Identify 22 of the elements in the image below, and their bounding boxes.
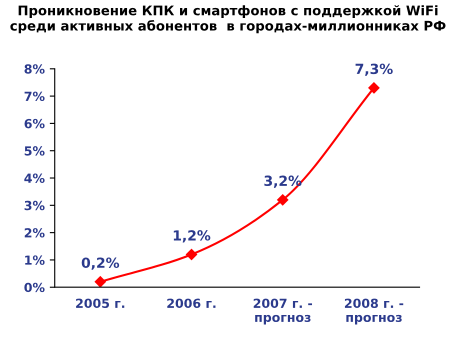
y-tick-label: 3% <box>24 200 45 210</box>
point <box>94 276 106 288</box>
x-tick-label: 2007 г. - прогноз <box>254 298 312 324</box>
data-label: 1,2% <box>174 230 210 242</box>
y-tick-label: 8% <box>24 64 45 74</box>
data-label: 7,3% <box>356 64 393 76</box>
data-label: 3,2% <box>264 176 302 188</box>
x-tick-label: 2008 г. - прогноз <box>344 298 404 324</box>
chart-title: Проникновение КПК и смартфонов с поддержкой WiFi среди активных абонентов в городах-миллионниках РФ <box>10 5 446 34</box>
point <box>368 82 380 94</box>
x-tick-label: 2006 г. <box>167 298 216 308</box>
y-tick-label: 1% <box>25 255 45 265</box>
y-tick-label: 5% <box>24 146 45 156</box>
point <box>277 194 288 206</box>
y-tick-label: 6% <box>24 118 45 128</box>
point <box>186 248 198 260</box>
x-tick-label: 2005 г. <box>76 298 124 308</box>
y-tick-label: 7% <box>24 92 45 102</box>
y-tick-label: 4% <box>24 173 45 183</box>
y-tick-label: 2% <box>24 228 45 238</box>
y-tick-label: 0% <box>24 282 45 292</box>
data-label: 0,2% <box>82 257 120 270</box>
